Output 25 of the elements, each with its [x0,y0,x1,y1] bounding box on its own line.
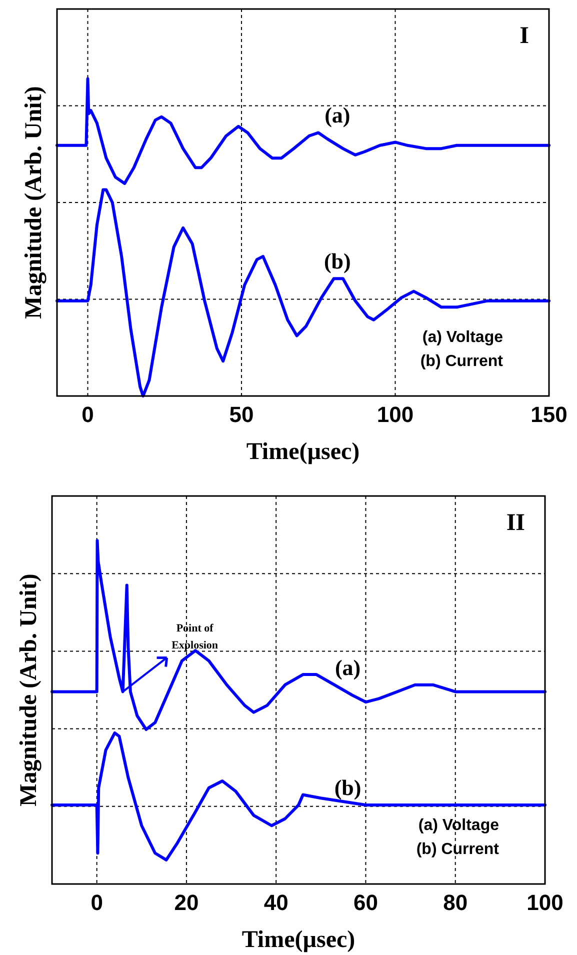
x-tick-label: 100 [526,890,564,915]
series-label: (a) [334,654,361,680]
x-tick-label: 150 [530,402,568,427]
x-tick-label: 80 [443,890,468,915]
y-axis-title: Magnitude (Arb. Unit) [21,86,47,319]
chart-title: II [506,510,525,536]
x-tick-label: 40 [264,890,288,915]
x-tick-label: 0 [82,402,94,427]
annotation: Point of Explosion [172,622,218,652]
annotation: (a) Voltage [418,817,500,834]
annotation: (b) Current [420,353,504,370]
series-label: (b) [334,775,362,800]
y-axis-title: Magnitude (Arb. Unit) [16,574,42,806]
series-label: (b) [324,248,351,274]
x-tick-label: 60 [353,890,378,915]
x-axis-title: Time(µsec) [246,439,360,465]
annotation: (b) Current [416,841,500,858]
x-tick-label: 0 [90,890,103,915]
chart-title: I [520,23,529,49]
annotation: (a) Voltage [422,329,504,346]
x-tick-label: 100 [376,402,414,427]
x-tick-label: 20 [174,890,199,915]
series-label: (a) [324,102,350,128]
x-tick-label: 50 [229,402,254,427]
x-axis-title: Time(µsec) [242,927,356,953]
